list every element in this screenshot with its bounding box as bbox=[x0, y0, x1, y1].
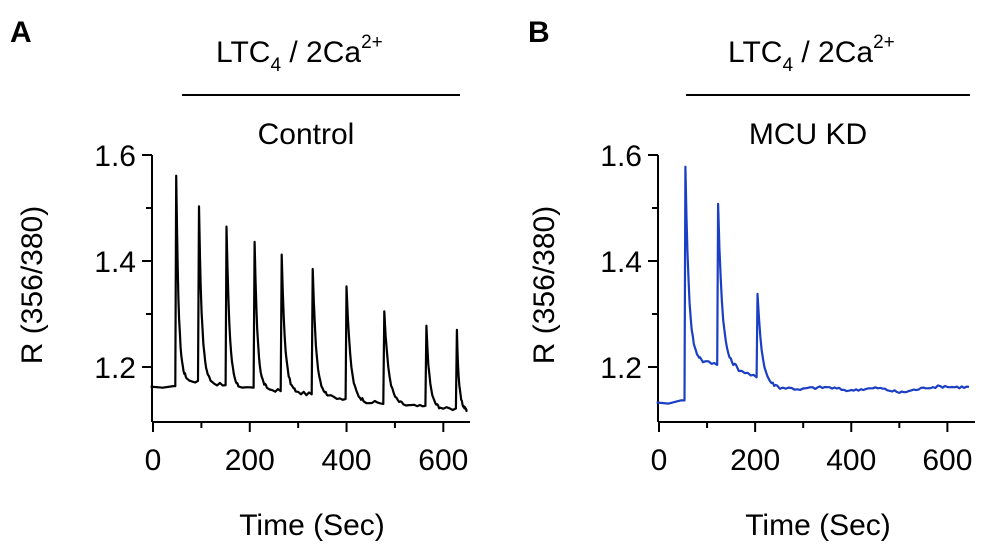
panel-a-y-axis-title: R (356/380) bbox=[16, 206, 49, 364]
panelb-x-tick-label: 400 bbox=[826, 444, 876, 477]
panela-y-tick-label: 1.6 bbox=[94, 140, 136, 173]
panel-b: B LTC4 / 2Ca2+ MCU KD R (356/380) Time (… bbox=[528, 16, 975, 542]
panel-b-treatment-sup: 2+ bbox=[873, 32, 895, 53]
panel-a-treatment-sup: 2+ bbox=[361, 32, 383, 53]
panela-y-tick-label: 1.4 bbox=[94, 246, 136, 279]
panel-b-treatment-sub: 4 bbox=[782, 55, 793, 76]
panela-x-tick-label: 0 bbox=[145, 444, 162, 477]
panel-a-treatment-main: LTC bbox=[216, 36, 270, 69]
panela-y-tick-label: 1.2 bbox=[94, 352, 136, 385]
panelb-x-tick-label: 0 bbox=[651, 444, 668, 477]
panela-x-tick-label: 400 bbox=[322, 444, 372, 477]
panel-a-trace bbox=[150, 174, 468, 413]
panel-a-treatment-label: LTC4 / 2Ca2+ bbox=[216, 32, 383, 76]
panel-a: A LTC4 / 2Ca2+ Control R (356/380) Time … bbox=[10, 16, 470, 542]
panelb-y-tick-label: 1.4 bbox=[600, 246, 642, 279]
panela-x-tick-label: 600 bbox=[418, 444, 468, 477]
panel-a-treatment-sub: 4 bbox=[270, 55, 281, 76]
panel-b-letter: B bbox=[528, 16, 550, 49]
panel-a-ticks: 0 200 400 600 1.2 1.4 1.6 bbox=[94, 140, 468, 477]
panel-b-treatment-label: LTC4 / 2Ca2+ bbox=[728, 32, 895, 76]
panela-x-tick-label: 200 bbox=[225, 444, 275, 477]
panel-b-treatment-main: LTC bbox=[728, 36, 782, 69]
panel-b-y-axis-title: R (356/380) bbox=[528, 206, 561, 364]
panelb-x-tick-label: 600 bbox=[922, 444, 972, 477]
panel-a-letter: A bbox=[10, 16, 32, 49]
panel-b-trace bbox=[656, 165, 970, 405]
panel-b-treatment-sep: / 2Ca bbox=[793, 36, 873, 69]
panel-b-condition-label: MCU KD bbox=[749, 118, 867, 151]
panel-b-x-axis-title: Time (Sec) bbox=[745, 509, 891, 542]
panelb-y-tick-label: 1.6 bbox=[600, 140, 642, 173]
panelb-x-tick-label: 200 bbox=[730, 444, 780, 477]
panel-b-ticks: 0 200 400 600 1.2 1.4 1.6 bbox=[600, 140, 972, 477]
panel-a-x-axis-title: Time (Sec) bbox=[239, 509, 385, 542]
panel-a-condition-label: Control bbox=[258, 118, 355, 151]
panel-a-treatment-sep: / 2Ca bbox=[281, 36, 361, 69]
panelb-y-tick-label: 1.2 bbox=[600, 352, 642, 385]
